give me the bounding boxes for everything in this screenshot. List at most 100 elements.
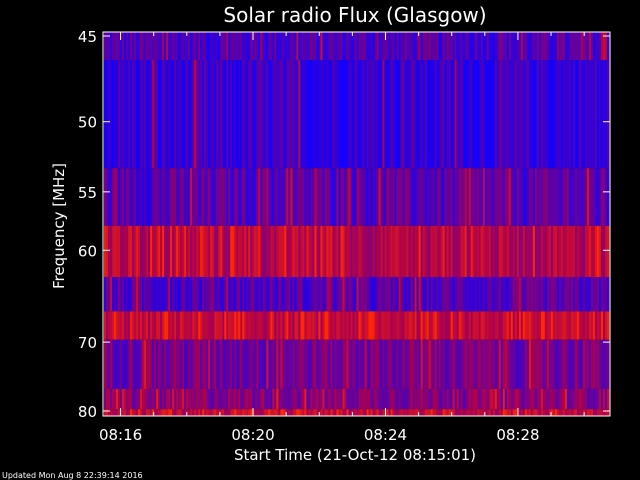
spectrum-cell [126, 60, 129, 169]
spectrum-cell [522, 339, 526, 389]
spectrum-cell [486, 409, 490, 416]
spectrum-cell [194, 339, 197, 389]
spectrum-cell [414, 388, 417, 410]
spectrum-cell [284, 311, 287, 340]
spectrum-cell [246, 388, 249, 410]
spectrum-cell [576, 409, 580, 416]
spectrum-cell [472, 311, 476, 340]
spectrum-cell [356, 388, 359, 410]
spectrum-cell [484, 409, 488, 416]
spectrum-cell [524, 60, 528, 169]
spectrum-cell [424, 409, 427, 416]
spectrum-cell [538, 311, 542, 340]
spectrum-cell [494, 339, 498, 389]
spectrum-cell [486, 311, 490, 340]
spectrum-cell [598, 388, 602, 410]
spectrum-cell [316, 388, 319, 410]
spectrum-cell [488, 168, 492, 226]
spectrum-cell [312, 168, 315, 226]
spectrum-cell [372, 311, 375, 340]
spectrum-cell [168, 311, 171, 340]
spectrum-cell [344, 32, 347, 61]
spectrum-cell [156, 388, 159, 410]
spectrum-cell [174, 339, 177, 389]
spectrum-cell [416, 311, 419, 340]
spectrum-cell [468, 60, 472, 169]
spectrum-cell [190, 339, 193, 389]
spectrum-cell [368, 276, 371, 312]
spectrum-cell [546, 276, 550, 312]
spectrum-cell [384, 388, 387, 410]
spectrum-cell [298, 409, 301, 416]
spectrum-cell [498, 409, 502, 416]
spectrum-cell [534, 225, 538, 277]
spectrum-cell [584, 276, 588, 312]
spectrum-cell [374, 409, 377, 416]
spectrum-cell [498, 339, 502, 389]
spectrum-cell [308, 388, 311, 410]
spectrum-cell [516, 311, 520, 340]
spectrum-cell [346, 409, 349, 416]
spectrum-cell [498, 60, 502, 169]
spectrum-cell [336, 388, 339, 410]
spectrum-cell [140, 168, 143, 226]
spectrum-cell [426, 311, 429, 340]
spectrum-cell [430, 168, 433, 226]
spectrum-cell [200, 32, 203, 61]
spectrum-cell [574, 388, 578, 410]
spectrum-cell [478, 276, 482, 312]
spectrum-cell [512, 388, 516, 410]
spectrum-cell [134, 32, 137, 61]
spectrum-cell [520, 339, 524, 389]
spectrum-cell [370, 225, 373, 277]
spectrum-cell [382, 32, 385, 61]
spectrum-cell [522, 388, 526, 410]
spectrum-cell [534, 60, 538, 169]
spectrum-cell [168, 339, 171, 389]
spectrum-cell [446, 339, 449, 389]
spectrum-cell [310, 388, 313, 410]
spectrum-cell [126, 339, 129, 389]
spectrum-cell [528, 225, 532, 277]
spectrum-cell [318, 339, 321, 389]
spectrum-cell [258, 225, 261, 277]
spectrum-cell [106, 311, 109, 340]
spectrum-cell [570, 339, 574, 389]
spectrum-cell [400, 276, 403, 312]
spectrum-cell [426, 276, 429, 312]
spectrum-cell [446, 60, 449, 169]
spectrum-cell [486, 60, 490, 169]
spectrum-cell [202, 311, 205, 340]
spectrum-cell [178, 225, 181, 277]
spectrum-cell [236, 276, 239, 312]
spectrum-cell [198, 311, 201, 340]
spectrum-cell [332, 168, 335, 226]
chart-title: Solar radio Flux (Glasgow) [223, 3, 486, 27]
spectrum-cell [164, 311, 167, 340]
spectrum-cell [306, 388, 309, 410]
spectrum-cell [400, 60, 403, 169]
spectrum-cell [356, 32, 359, 61]
spectrum-cell [176, 388, 179, 410]
spectrum-cell [322, 339, 325, 389]
spectrum-cell [470, 276, 474, 312]
spectrum-cell [334, 311, 337, 340]
spectrum-cell [122, 168, 125, 226]
spectrum-cell [436, 388, 439, 410]
spectrum-cell [168, 409, 171, 416]
spectrum-cell [156, 311, 159, 340]
spectrum-cell [398, 409, 401, 416]
spectrum-cell [278, 409, 281, 416]
spectrum-cell [454, 32, 457, 61]
spectrum-cell [344, 168, 347, 226]
spectrum-cell [576, 311, 580, 340]
spectrum-cell [508, 339, 512, 389]
spectrum-cell [476, 168, 480, 226]
spectrum-cell [454, 311, 457, 340]
spectrum-cell [338, 168, 341, 226]
spectrum-cell [186, 276, 189, 312]
spectrum-cell [374, 311, 377, 340]
spectrum-cell [254, 225, 257, 277]
spectrum-cell [122, 276, 125, 312]
spectrum-cell [138, 388, 141, 410]
